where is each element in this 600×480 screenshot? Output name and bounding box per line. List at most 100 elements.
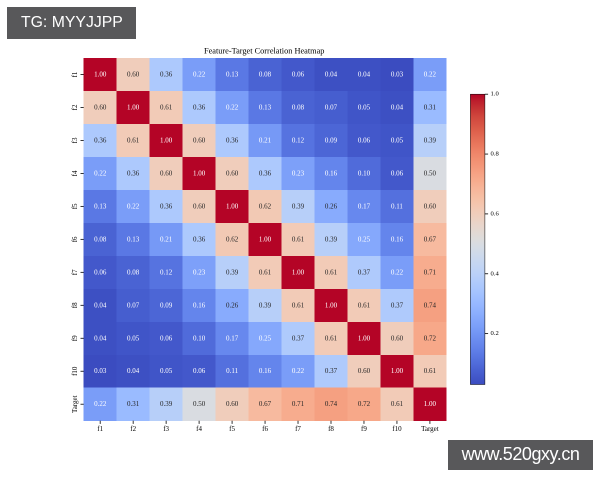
svg-text:1.00: 1.00 [127,103,140,111]
svg-text:0.60: 0.60 [358,367,371,375]
svg-text:0.67: 0.67 [259,400,272,408]
svg-text:0.72: 0.72 [424,334,437,342]
svg-text:0.06: 0.06 [391,169,404,177]
svg-text:0.05: 0.05 [160,367,173,375]
svg-text:f9: f9 [361,425,367,433]
svg-text:0.36: 0.36 [160,202,173,210]
svg-text:f8: f8 [328,425,334,433]
svg-text:0.05: 0.05 [358,103,371,111]
svg-text:f10: f10 [71,366,79,376]
svg-text:0.36: 0.36 [94,136,107,144]
svg-text:0.36: 0.36 [160,70,173,78]
svg-text:Feature-Target Correlation Hea: Feature-Target Correlation Heatmap [204,47,324,56]
svg-text:0.31: 0.31 [424,103,437,111]
svg-text:f10: f10 [392,425,402,433]
svg-text:0.10: 0.10 [193,334,206,342]
svg-text:f7: f7 [71,269,79,275]
svg-text:0.17: 0.17 [358,202,371,210]
svg-text:0.22: 0.22 [424,70,437,78]
svg-text:0.50: 0.50 [424,169,437,177]
svg-text:0.16: 0.16 [259,367,272,375]
svg-text:1.00: 1.00 [94,70,107,78]
svg-text:0.26: 0.26 [325,202,338,210]
svg-text:0.26: 0.26 [226,301,239,309]
svg-text:0.22: 0.22 [391,268,404,276]
svg-text:0.03: 0.03 [94,367,107,375]
svg-text:0.39: 0.39 [325,235,338,243]
svg-text:Target: Target [421,425,439,433]
svg-text:0.36: 0.36 [193,235,206,243]
svg-text:0.16: 0.16 [325,169,338,177]
svg-text:0.60: 0.60 [193,136,206,144]
svg-text:0.72: 0.72 [358,400,371,408]
svg-text:0.07: 0.07 [127,301,140,309]
svg-text:f4: f4 [196,425,202,433]
svg-text:1.00: 1.00 [259,235,272,243]
svg-text:1.00: 1.00 [358,334,371,342]
svg-text:0.04: 0.04 [127,367,140,375]
svg-text:0.04: 0.04 [325,70,338,78]
svg-text:f7: f7 [295,425,301,433]
svg-text:f3: f3 [163,425,169,433]
svg-text:f9: f9 [71,335,79,341]
svg-text:1.00: 1.00 [226,202,239,210]
svg-text:0.09: 0.09 [160,301,173,309]
svg-text:0.60: 0.60 [160,169,173,177]
svg-text:0.04: 0.04 [94,334,107,342]
svg-text:0.74: 0.74 [325,400,338,408]
svg-text:f1: f1 [97,425,103,433]
svg-text:0.61: 0.61 [325,334,338,342]
svg-text:0.31: 0.31 [127,400,140,408]
svg-text:0.06: 0.06 [358,136,371,144]
svg-text:0.71: 0.71 [424,268,437,276]
svg-text:0.08: 0.08 [94,235,107,243]
svg-text:0.60: 0.60 [226,169,239,177]
svg-text:0.22: 0.22 [94,169,107,177]
svg-text:0.16: 0.16 [193,301,206,309]
svg-text:1.00: 1.00 [325,301,338,309]
svg-text:0.09: 0.09 [325,136,338,144]
svg-text:0.60: 0.60 [424,202,437,210]
svg-text:0.22: 0.22 [193,70,206,78]
svg-text:0.61: 0.61 [127,136,140,144]
svg-text:0.10: 0.10 [358,169,371,177]
svg-text:0.4: 0.4 [491,270,500,277]
svg-text:0.67: 0.67 [424,235,437,243]
svg-text:1.00: 1.00 [391,367,404,375]
svg-text:0.11: 0.11 [391,202,403,210]
svg-text:0.04: 0.04 [94,301,107,309]
svg-text:0.61: 0.61 [391,400,404,408]
svg-text:0.36: 0.36 [226,136,239,144]
svg-text:0.61: 0.61 [424,367,437,375]
svg-text:0.13: 0.13 [94,202,107,210]
svg-text:0.60: 0.60 [391,334,404,342]
svg-text:0.06: 0.06 [292,70,305,78]
svg-text:0.03: 0.03 [391,70,404,78]
svg-text:0.39: 0.39 [160,400,173,408]
svg-text:0.37: 0.37 [292,334,305,342]
svg-text:1.00: 1.00 [292,268,305,276]
svg-text:0.13: 0.13 [127,235,140,243]
svg-text:0.39: 0.39 [292,202,305,210]
svg-text:0.36: 0.36 [193,103,206,111]
svg-text:0.08: 0.08 [259,70,272,78]
svg-text:0.61: 0.61 [259,268,272,276]
svg-text:0.74: 0.74 [424,301,437,309]
svg-text:0.12: 0.12 [160,268,173,276]
svg-text:0.23: 0.23 [193,268,206,276]
svg-text:0.39: 0.39 [259,301,272,309]
svg-text:f8: f8 [71,302,79,308]
svg-text:0.60: 0.60 [127,70,140,78]
svg-text:0.17: 0.17 [226,334,239,342]
svg-text:0.16: 0.16 [391,235,404,243]
svg-text:0.37: 0.37 [391,301,404,309]
svg-text:0.60: 0.60 [226,400,239,408]
svg-text:0.23: 0.23 [292,169,305,177]
svg-text:f4: f4 [71,170,79,176]
svg-text:0.61: 0.61 [292,301,305,309]
svg-text:0.22: 0.22 [94,400,107,408]
svg-text:0.61: 0.61 [292,235,305,243]
svg-text:0.21: 0.21 [160,235,173,243]
svg-text:0.71: 0.71 [292,400,305,408]
svg-text:0.05: 0.05 [127,334,140,342]
